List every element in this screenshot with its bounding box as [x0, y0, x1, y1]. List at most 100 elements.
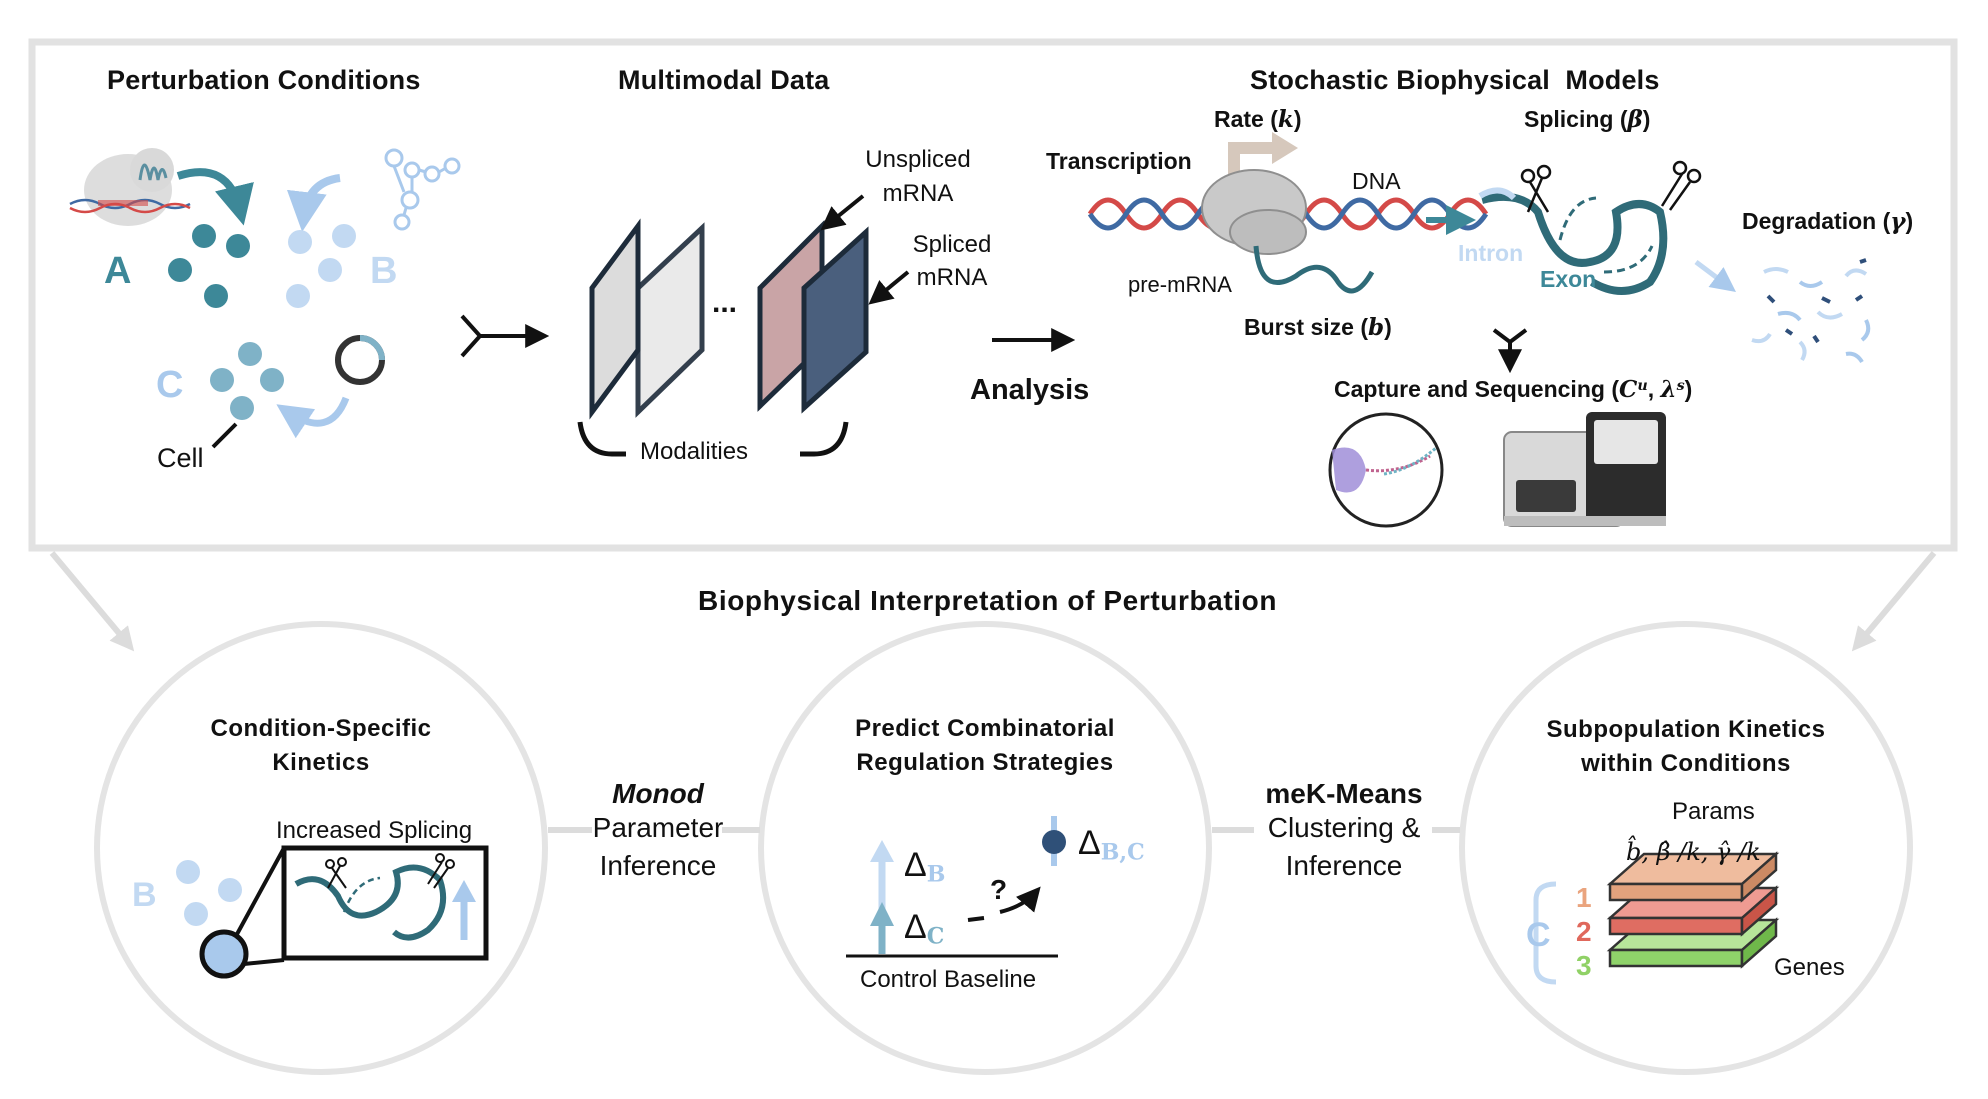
capture-c-sup: u — [1637, 377, 1648, 394]
delta-bc-label: ΔB,C — [1078, 826, 1145, 864]
rate-text: Rate — [1214, 106, 1264, 132]
zoom-line-1 — [234, 847, 286, 937]
condition-b-label: B — [370, 250, 398, 292]
degradation-label: Degradation (γ) — [1742, 208, 1914, 235]
cell-pointer — [211, 422, 238, 449]
scissors-icon-2 — [1660, 160, 1702, 211]
cells-c — [210, 342, 284, 420]
capture-merge-arrow — [1492, 328, 1528, 374]
arrow-c-light — [276, 396, 350, 439]
degraded-fragments — [1751, 258, 1871, 364]
bead-icon — [1328, 412, 1444, 528]
panel-1 — [589, 218, 641, 420]
zoom-line-2 — [243, 958, 285, 966]
delta-bc-marker — [1042, 816, 1066, 866]
analysis-label: Analysis — [970, 374, 1090, 406]
increase-arrow — [452, 880, 476, 940]
delta-c-symbol: Δ — [904, 908, 927, 946]
cluster-2-label: 2 — [1576, 916, 1592, 947]
perturbation-title: Perturbation Conditions — [107, 65, 421, 95]
modality-ellipsis: ... — [712, 286, 738, 319]
pre-mrna-label: pre-mRNA — [1128, 272, 1232, 297]
modalities-bracket — [577, 421, 849, 457]
predict-dashed-arrow — [967, 892, 1036, 922]
degradation-symbol: γ — [1890, 208, 1906, 235]
monod-line-2: Inference — [599, 850, 717, 881]
delta-bc-sub: B,C — [1100, 839, 1145, 866]
transcription-label: Transcription — [1046, 148, 1192, 174]
bottom-title: Biophysical Interpretation of Perturbati… — [698, 585, 1278, 616]
splicing-strand — [1478, 187, 1668, 295]
control-baseline-label: Control Baseline — [860, 966, 1037, 993]
sequencer-icon — [1503, 412, 1666, 527]
degradation-text: Degradation — [1742, 208, 1877, 234]
cycle-icon — [335, 335, 385, 385]
crispr-icon — [69, 148, 191, 226]
connector-right — [1851, 551, 1937, 652]
panel-spliced — [801, 226, 869, 414]
capture-label: Capture and Sequencing (Cu, λs) — [1334, 376, 1693, 403]
cluster-letter: C — [1526, 916, 1551, 954]
panel-2 — [635, 222, 705, 418]
zoom-cell — [199, 929, 249, 979]
delta-bc-symbol: Δ — [1078, 824, 1101, 862]
polymerase-icon — [1201, 169, 1307, 255]
params-formula: b̂, β̂ /k, γ̂ /k — [1626, 838, 1761, 866]
cells-a — [168, 224, 250, 308]
delta-c-sub: C — [926, 923, 945, 950]
connector-left — [49, 551, 135, 652]
arrow-b-light — [286, 174, 341, 232]
unspliced-pointer — [820, 194, 865, 231]
burst-size-label: Burst size (b) — [1244, 314, 1392, 341]
circle1-condition-b: B — [132, 876, 157, 914]
monod-label: Monod — [612, 778, 704, 809]
circle1-title-2: Kinetics — [272, 749, 370, 776]
modalities-label: Modalities — [640, 438, 749, 465]
pre-mrna-strand — [1253, 245, 1375, 294]
circle2-title-2: Regulation Strategies — [856, 749, 1114, 776]
question-label: ? — [990, 874, 1008, 905]
small-molecule-icon — [384, 148, 461, 231]
intron-label: Intron — [1458, 240, 1524, 266]
multimodal-title: Multimodal Data — [618, 65, 830, 95]
circle2-title-1: Predict Combinatorial — [855, 715, 1115, 742]
cluster-3-label: 3 — [1576, 950, 1592, 981]
modality-panels — [589, 218, 869, 420]
combine-arrow — [460, 314, 550, 358]
arrow-a-teal — [176, 168, 254, 226]
splicing-symbol: β — [1627, 106, 1643, 133]
mek-line-1: Clustering & — [1267, 812, 1421, 843]
splicing-text: Splicing — [1524, 106, 1614, 132]
capture-c: C — [1619, 376, 1638, 403]
rate-arrow-head — [1272, 132, 1298, 164]
increased-splicing-label: Increased Splicing — [276, 817, 473, 844]
params-label: Params — [1672, 798, 1755, 825]
circle3-title-2: within Conditions — [1581, 750, 1791, 777]
layer-genes-orange — [1606, 851, 1780, 903]
dna-label: DNA — [1352, 168, 1401, 194]
delta-b-sub: B — [926, 861, 946, 888]
capture-lambda: λ — [1660, 376, 1677, 403]
models-title: Stochastic Biophysical Models — [1250, 65, 1660, 95]
condition-c-label: C — [156, 364, 184, 406]
top-panel-frame — [28, 38, 1958, 552]
delta-b-label: ΔB — [904, 848, 945, 886]
inset-strand — [294, 853, 455, 941]
cells-b-small — [176, 860, 242, 926]
circle-subpopulation — [1459, 621, 1913, 1075]
monod-line-1: Parameter — [592, 812, 724, 843]
capture-lambda-sup: s — [1676, 377, 1685, 394]
spliced-pointer — [868, 270, 910, 305]
delta-c-arrow — [870, 902, 894, 954]
circle-combinatorial — [758, 621, 1212, 1075]
circle3-title-1: Subpopulation Kinetics — [1546, 716, 1826, 743]
delta-b-symbol: Δ — [904, 846, 927, 884]
rate-symbol: k — [1277, 106, 1294, 133]
condition-a-label: A — [104, 250, 132, 292]
mek-means-label: meK-Means — [1265, 778, 1423, 809]
circle1-title-1: Condition-Specific — [210, 715, 432, 742]
cell-label: Cell — [157, 443, 204, 473]
capture-text: Capture and Sequencing — [1334, 376, 1605, 402]
